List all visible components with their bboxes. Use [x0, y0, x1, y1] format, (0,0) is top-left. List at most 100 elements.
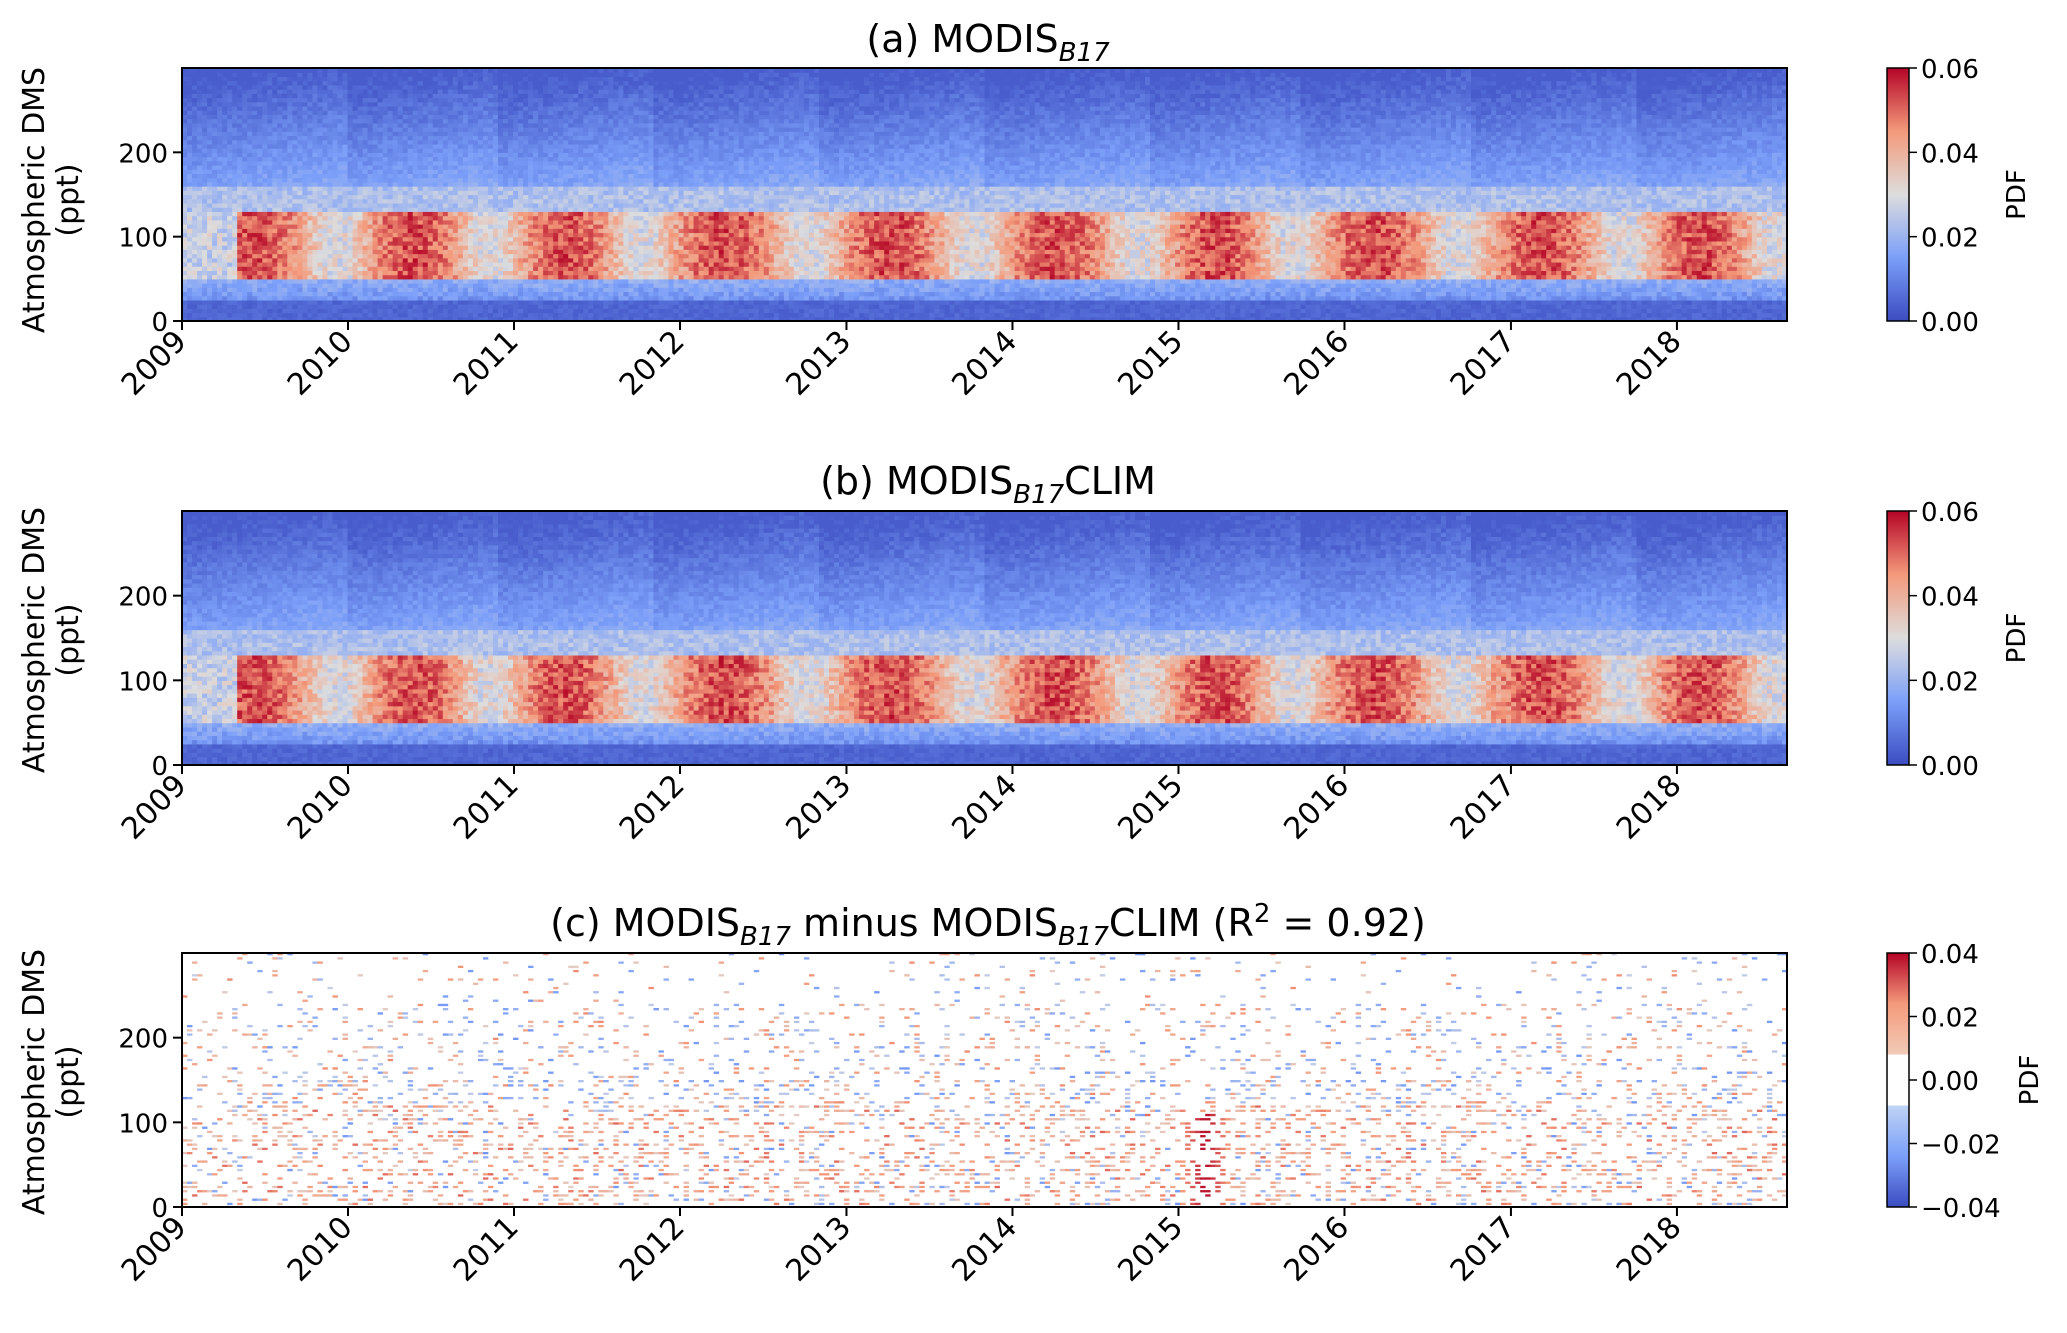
- heatmap-cell: [187, 157, 193, 162]
- heatmap-cell: [227, 228, 233, 233]
- heatmap-cell: [192, 72, 198, 77]
- heatmap-cell: [217, 199, 223, 204]
- heatmap-cell: [217, 76, 223, 81]
- heatmap-cell: [212, 186, 218, 191]
- heatmap-cell: [227, 266, 233, 271]
- heatmap-cell: [222, 127, 228, 132]
- heatmap-cell: [202, 203, 208, 208]
- heatmap-cell: [212, 182, 218, 187]
- heatmap-cell: [212, 173, 218, 178]
- heatmap-cell: [212, 85, 218, 90]
- heatmap-cell: [217, 102, 223, 107]
- heatmap-cell: [227, 304, 233, 309]
- heatmap-cell: [222, 313, 228, 318]
- heatmap-cell: [227, 190, 233, 195]
- heatmap-cell: [212, 161, 218, 166]
- heatmap-cell: [202, 304, 208, 309]
- heatmap-cell: [192, 254, 198, 259]
- heatmap-cell: [197, 85, 203, 90]
- heatmap-cell: [222, 254, 228, 259]
- heatmap-cell: [212, 287, 218, 292]
- heatmap-cell: [207, 313, 213, 318]
- heatmap-cell: [227, 140, 233, 145]
- heatmap-cell: [232, 304, 238, 309]
- heatmap-cell: [227, 157, 233, 162]
- heatmap-cell: [222, 72, 228, 77]
- heatmap-cell: [217, 182, 223, 187]
- heatmap-cell: [207, 173, 213, 178]
- heatmap-cell: [207, 195, 213, 200]
- heatmap-cell: [227, 72, 233, 77]
- heatmap-cell: [227, 313, 233, 318]
- heatmap-cell: [212, 241, 218, 246]
- heatmap-cell: [197, 203, 203, 208]
- heatmap-cell: [202, 89, 208, 94]
- heatmap-cell: [212, 165, 218, 170]
- heatmap-cell: [202, 195, 208, 200]
- heatmap-cell: [192, 186, 198, 191]
- heatmap-cell: [197, 165, 203, 170]
- heatmap-cell: [197, 81, 203, 86]
- heatmap-cell: [227, 102, 233, 107]
- heatmap-cell: [187, 245, 193, 250]
- heatmap-cell: [212, 72, 218, 77]
- heatmap-cell: [212, 308, 218, 313]
- heatmap-cell: [222, 275, 228, 280]
- heatmap-cell: [197, 182, 203, 187]
- heatmap-cell: [197, 308, 203, 313]
- heatmap-cell: [207, 135, 213, 140]
- heatmap-cell: [207, 186, 213, 191]
- heatmap-cell: [202, 123, 208, 128]
- heatmap-cell: [222, 89, 228, 94]
- heatmap-cell: [202, 279, 208, 284]
- heatmap-cell: [227, 211, 233, 216]
- heatmap-cell: [217, 152, 223, 157]
- heatmap-cell: [217, 135, 223, 140]
- heatmap-cell: [227, 123, 233, 128]
- heatmap-cell: [217, 207, 223, 212]
- heatmap-cell: [227, 161, 233, 166]
- heatmap-cell: [202, 270, 208, 275]
- heatmap-cell: [202, 161, 208, 166]
- heatmap-cell: [192, 203, 198, 208]
- heatmap-cell: [202, 173, 208, 178]
- heatmap-cell: [217, 283, 223, 288]
- heatmap-cell: [197, 266, 203, 271]
- heatmap-cell: [207, 85, 213, 90]
- heatmap-cell: [202, 216, 208, 221]
- heatmap-cell: [207, 279, 213, 284]
- heatmap-cell: [227, 283, 233, 288]
- heatmap-cell: [197, 283, 203, 288]
- heatmap-cell: [192, 102, 198, 107]
- heatmap-cell: [217, 161, 223, 166]
- heatmap-cell: [227, 279, 233, 284]
- heatmap-cell: [227, 296, 233, 301]
- heatmap-cell: [207, 114, 213, 119]
- heatmap-cell: [227, 144, 233, 149]
- heatmap-cell: [207, 157, 213, 162]
- heatmap-cell: [187, 300, 193, 305]
- heatmap-cell: [212, 237, 218, 242]
- heatmap-cell: [197, 93, 203, 98]
- heatmap-cell: [222, 270, 228, 275]
- heatmap-cell: [212, 224, 218, 229]
- heatmap-cell: [217, 114, 223, 119]
- heatmap-cell: [227, 178, 233, 183]
- heatmap-cell: [217, 270, 223, 275]
- heatmap-cell: [202, 190, 208, 195]
- heatmap-cell: [212, 195, 218, 200]
- heatmap-cell: [192, 283, 198, 288]
- heatmap-cell: [227, 98, 233, 103]
- heatmap-cell: [197, 199, 203, 204]
- heatmap-cell: [207, 182, 213, 187]
- heatmap-cell: [187, 148, 193, 153]
- heatmap-cell: [217, 291, 223, 296]
- heatmap-cell: [227, 182, 233, 187]
- heatmap-cell: [217, 300, 223, 305]
- heatmap-cell: [207, 232, 213, 237]
- heatmap-cell: [207, 287, 213, 292]
- heatmap-cell: [212, 266, 218, 271]
- heatmap-cell: [212, 207, 218, 212]
- heatmap-cell: [207, 81, 213, 86]
- heatmap-cell: [207, 190, 213, 195]
